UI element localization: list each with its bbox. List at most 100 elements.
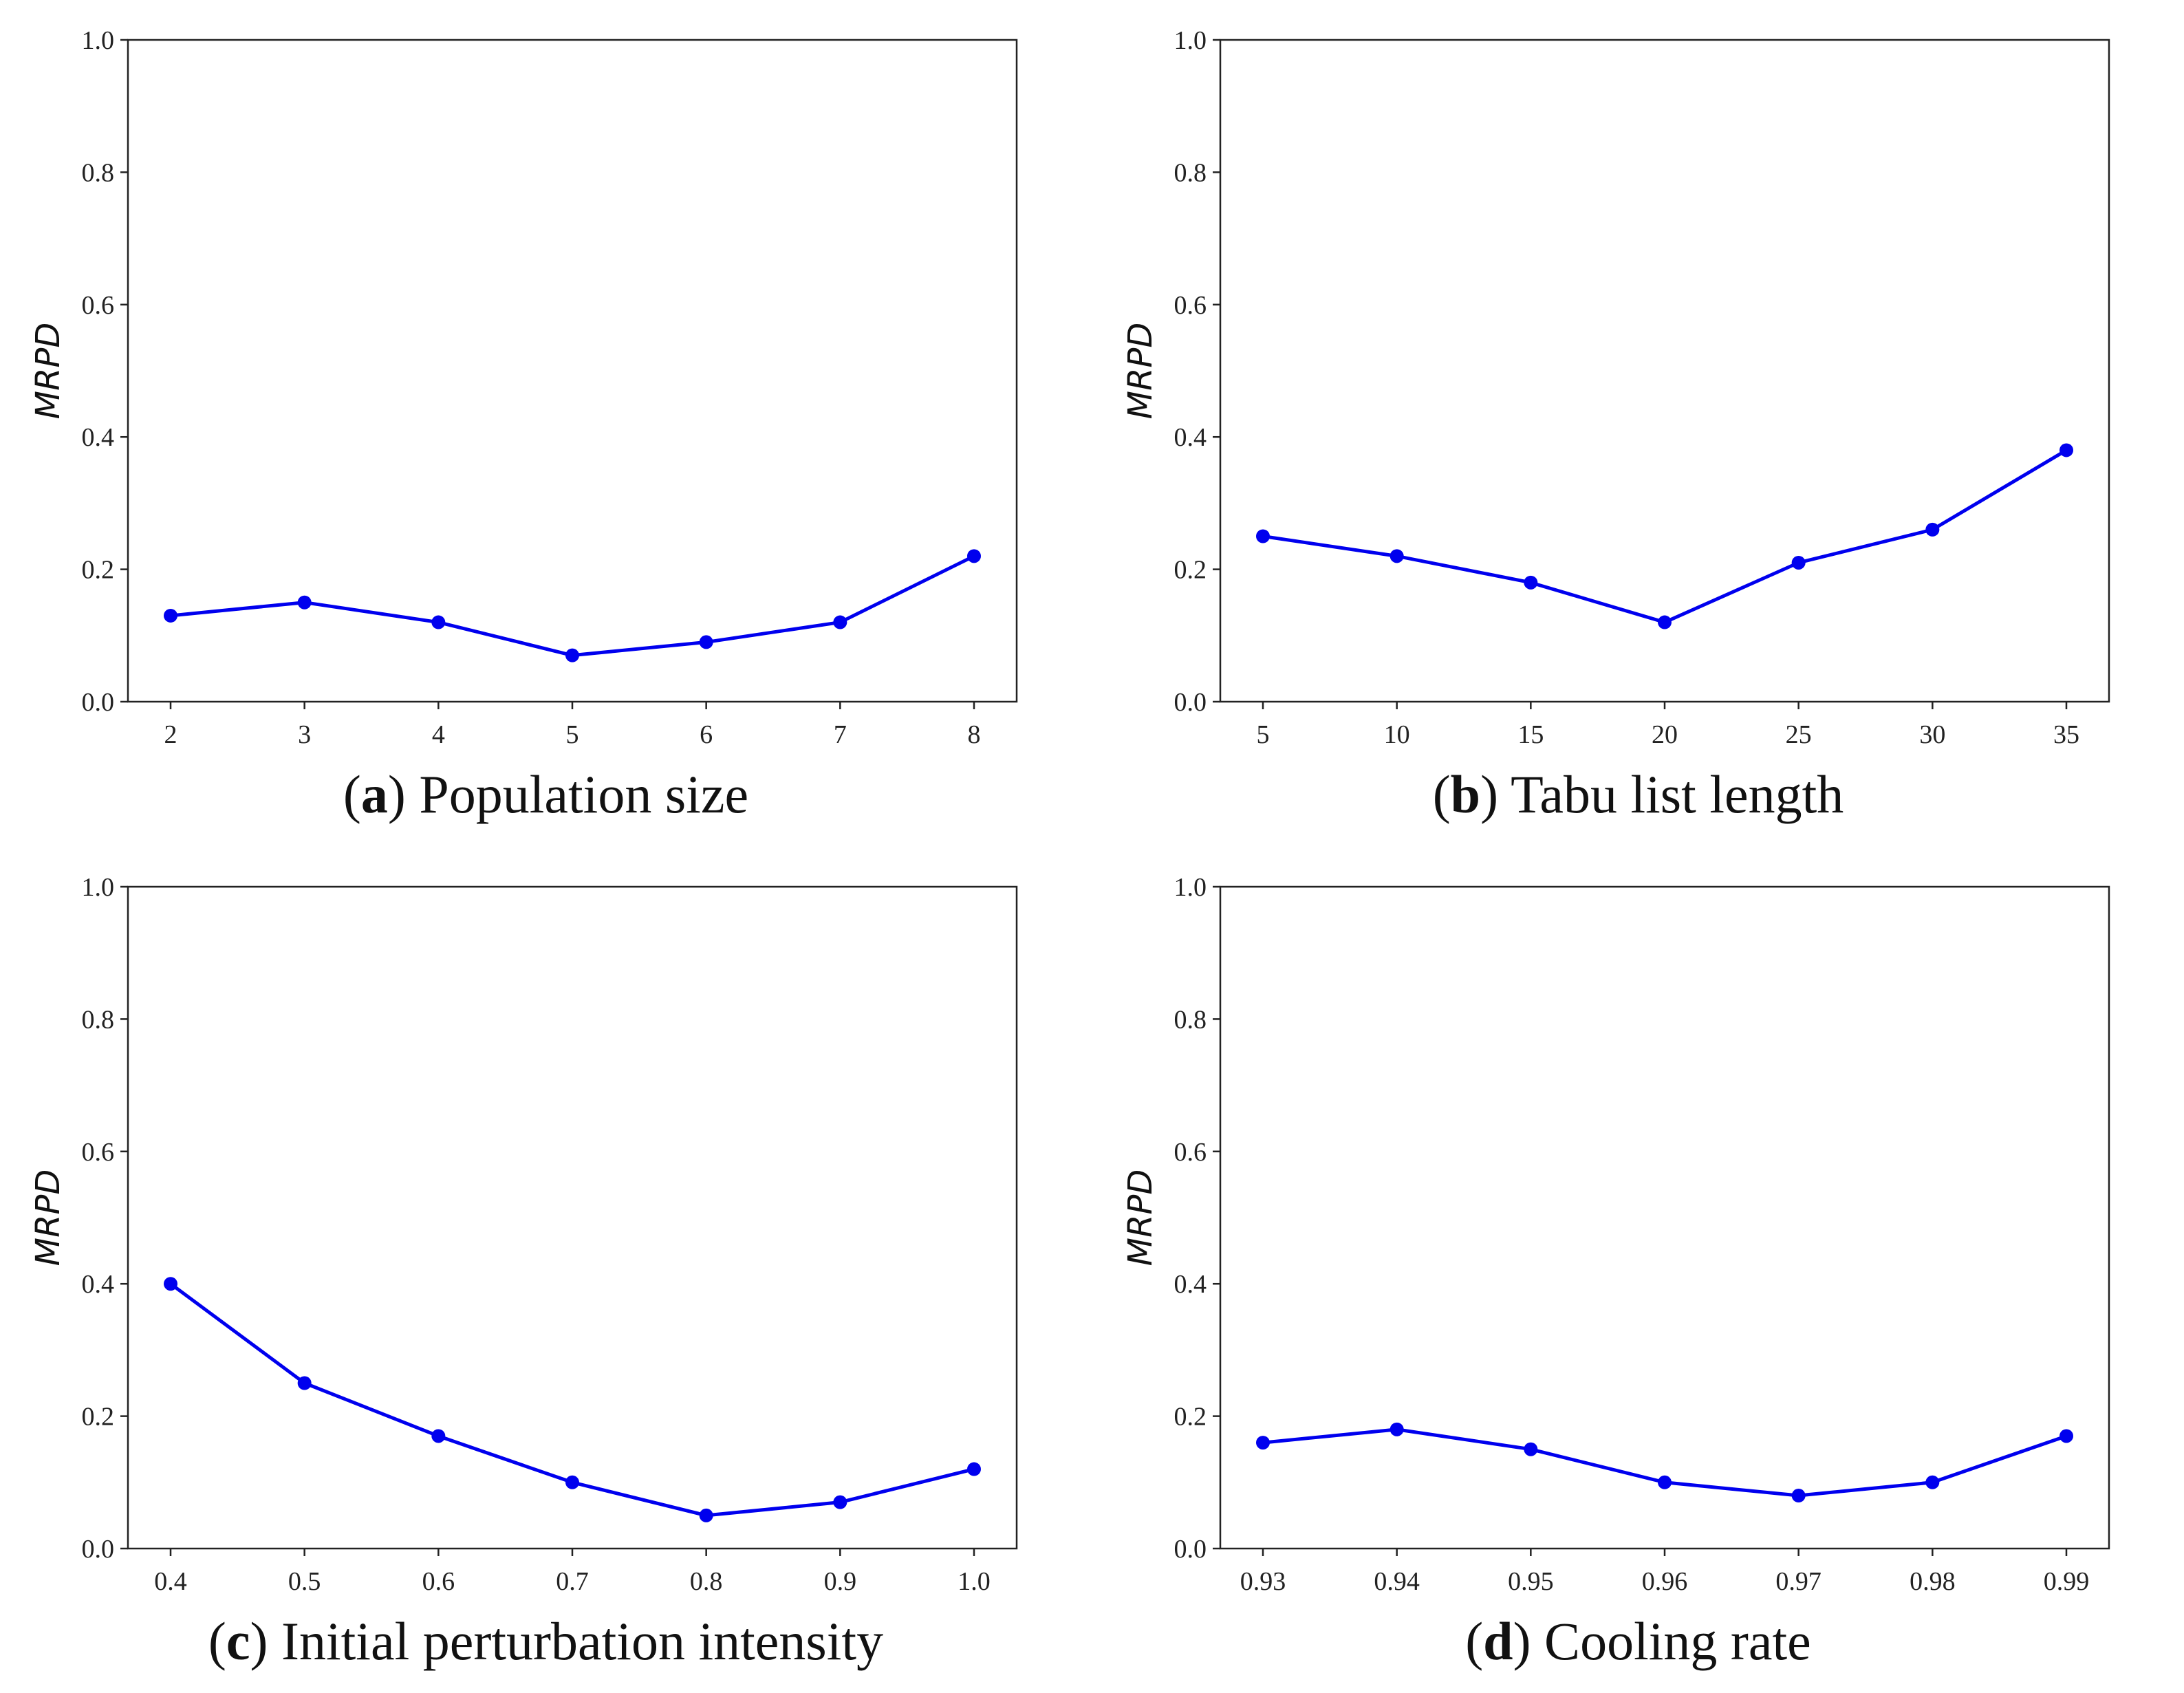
y-tick-label: 0.8 bbox=[82, 158, 115, 187]
data-point bbox=[297, 595, 312, 610]
x-tick-label: 35 bbox=[2053, 720, 2079, 749]
y-tick-label: 0.8 bbox=[1174, 158, 1207, 187]
chart-d-svg: 0.0 0.2 0.4 0.6 0.8 1.0 0.93 0.94 0.95 0.96 0.97 0.… bbox=[1121, 873, 2110, 1596]
data-point bbox=[1925, 522, 1940, 537]
y-tick-label: 0.4 bbox=[1174, 423, 1207, 452]
x-tick-label: 0.5 bbox=[288, 1567, 321, 1596]
y-tick-label: 0.6 bbox=[1174, 1138, 1207, 1167]
x-tick-label: 0.6 bbox=[422, 1567, 455, 1596]
y-tick-label: 0.2 bbox=[1174, 556, 1207, 585]
caption-text: Initial perturbation intensity bbox=[281, 1611, 884, 1671]
caption-a: (a) Population size bbox=[343, 764, 749, 824]
data-point bbox=[2059, 1429, 2073, 1443]
chart-c-svg: 0.0 0.2 0.4 0.6 0.8 1.0 0.4 0.5 0.6 0.7 0.8 0.9 1.0 M… bbox=[29, 873, 1018, 1596]
x-tick-label: 0.95 bbox=[1508, 1567, 1554, 1596]
y-axis-label: MRPD bbox=[1121, 323, 1160, 420]
y-tick-label: 0.2 bbox=[82, 556, 115, 585]
caption-text: Cooling rate bbox=[1544, 1611, 1811, 1671]
caption-b: (b) Tabu list length bbox=[1432, 764, 1844, 824]
caption-letter: d bbox=[1483, 1611, 1513, 1671]
x-tick-label: 3 bbox=[298, 720, 311, 749]
data-point bbox=[565, 648, 579, 662]
data-point bbox=[967, 1462, 981, 1476]
chart-b-svg: 0.0 0.2 0.4 0.6 0.8 1.0 5 10 15 20 25 30 35 MRPD bbox=[1121, 26, 2110, 749]
y-tick-label: 0.0 bbox=[82, 1535, 115, 1564]
x-tick-label: 0.93 bbox=[1240, 1567, 1286, 1596]
chart-panel-b: 0.0 0.2 0.4 0.6 0.8 1.0 5 10 15 20 25 30 35 MRPD (b) … bbox=[1092, 0, 2184, 846]
data-point bbox=[1791, 1489, 1806, 1503]
caption-text: Tabu list length bbox=[1511, 764, 1844, 824]
data-point bbox=[699, 1508, 713, 1522]
data-point bbox=[967, 549, 981, 563]
chart-panel-d: 0.0 0.2 0.4 0.6 0.8 1.0 0.93 0.94 0.95 0.96 0.97 0.… bbox=[1092, 847, 2184, 1693]
y-tick-label: 0.6 bbox=[82, 291, 115, 320]
x-tick-label: 8 bbox=[968, 720, 981, 749]
data-point bbox=[833, 615, 847, 629]
data-point bbox=[1791, 555, 1806, 570]
y-tick-label: 1.0 bbox=[1174, 873, 1207, 902]
y-tick-label: 0.8 bbox=[1174, 1005, 1207, 1034]
x-tick-label: 0.96 bbox=[1642, 1567, 1688, 1596]
x-tick-label: 25 bbox=[1786, 720, 1812, 749]
y-tick-label: 0.4 bbox=[82, 1270, 115, 1299]
x-tick-label: 15 bbox=[1517, 720, 1544, 749]
x-tick-label: 5 bbox=[566, 720, 579, 749]
data-point bbox=[2059, 443, 2073, 457]
caption-letter: b bbox=[1450, 764, 1481, 824]
x-tick-label: 4 bbox=[432, 720, 445, 749]
data-point bbox=[1256, 529, 1270, 543]
data-point bbox=[565, 1475, 579, 1489]
chart-a-svg: 0.0 0.2 0.4 0.6 0.8 1.0 2 3 4 5 6 7 8 MRPD bbox=[29, 26, 1018, 749]
y-tick-label: 1.0 bbox=[82, 873, 115, 902]
data-point bbox=[1256, 1436, 1270, 1450]
y-tick-label: 0.8 bbox=[82, 1005, 115, 1034]
caption-letter: c bbox=[226, 1611, 250, 1671]
caption-letter: a bbox=[360, 764, 388, 824]
x-tick-label: 5 bbox=[1257, 720, 1270, 749]
chart-panel-c: 0.0 0.2 0.4 0.6 0.8 1.0 0.4 0.5 0.6 0.7 0.8 0.9 1.0 M… bbox=[0, 847, 1092, 1693]
caption-text: Population size bbox=[419, 764, 749, 824]
data-point bbox=[699, 635, 713, 649]
x-tick-label: 0.94 bbox=[1374, 1567, 1420, 1596]
y-tick-label: 0.6 bbox=[1174, 291, 1207, 320]
y-axis-label: MRPD bbox=[29, 323, 67, 420]
y-tick-label: 0.2 bbox=[82, 1403, 115, 1432]
y-tick-label: 0.0 bbox=[1174, 1535, 1207, 1564]
x-tick-label: 0.99 bbox=[2044, 1567, 2090, 1596]
data-point bbox=[833, 1495, 847, 1509]
y-tick-label: 0.4 bbox=[1174, 1270, 1207, 1299]
x-tick-label: 2 bbox=[164, 720, 177, 749]
y-axis-label: MRPD bbox=[1121, 1169, 1160, 1266]
data-point bbox=[164, 1277, 177, 1291]
plot-frame bbox=[1219, 885, 2110, 1550]
data-point bbox=[164, 608, 177, 623]
y-tick-label: 0.4 bbox=[82, 423, 115, 452]
data-point bbox=[431, 1429, 446, 1443]
data-point bbox=[1390, 549, 1404, 563]
x-tick-label: 10 bbox=[1384, 720, 1410, 749]
y-tick-label: 0.6 bbox=[82, 1138, 115, 1167]
y-axis-label: MRPD bbox=[29, 1169, 67, 1266]
x-tick-label: 0.98 bbox=[1910, 1567, 1956, 1596]
series-line bbox=[1262, 449, 2068, 625]
y-tick-label: 0.0 bbox=[1174, 688, 1207, 717]
x-tick-label: 0.9 bbox=[824, 1567, 857, 1596]
x-tick-label: 0.7 bbox=[556, 1567, 589, 1596]
x-tick-label: 30 bbox=[1919, 720, 1945, 749]
data-point bbox=[1658, 1475, 1672, 1489]
series-line bbox=[170, 554, 975, 658]
data-point bbox=[1925, 1475, 1940, 1489]
data-point bbox=[297, 1376, 312, 1390]
chart-panel-a: 0.0 0.2 0.4 0.6 0.8 1.0 2 3 4 5 6 7 8 MRPD (a) Popula… bbox=[0, 0, 1092, 846]
x-tick-label: 0.8 bbox=[690, 1567, 723, 1596]
x-tick-label: 0.4 bbox=[154, 1567, 187, 1596]
x-tick-label: 6 bbox=[700, 720, 713, 749]
x-tick-label: 1.0 bbox=[958, 1567, 991, 1596]
x-tick-label: 7 bbox=[834, 720, 847, 749]
data-point bbox=[1524, 575, 1538, 590]
y-tick-label: 1.0 bbox=[82, 26, 115, 55]
data-point bbox=[431, 615, 446, 629]
data-point bbox=[1658, 615, 1672, 629]
y-tick-label: 1.0 bbox=[1174, 26, 1207, 55]
caption-d: (d) Cooling rate bbox=[1465, 1611, 1811, 1671]
